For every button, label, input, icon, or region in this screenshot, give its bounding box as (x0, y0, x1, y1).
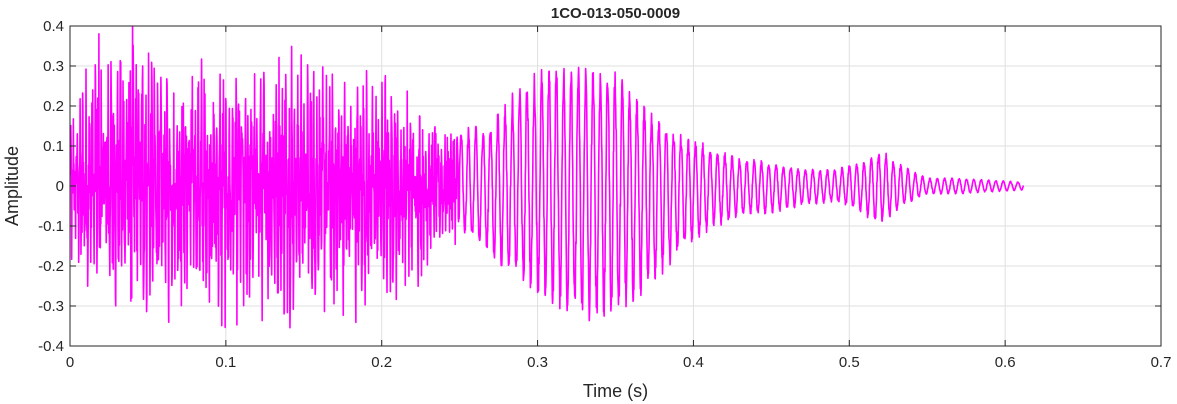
x-tick-label: 0.5 (839, 354, 860, 371)
y-tick-label: 0.4 (43, 18, 64, 35)
x-tick-labels: 0 0.1 0.2 0.3 0.4 0.5 0.6 0.7 (66, 354, 1172, 371)
x-tick-label: 0.1 (215, 354, 236, 371)
x-axis-label: Time (s) (583, 381, 648, 401)
waveform-line (70, 26, 1025, 329)
y-tick-label: 0 (56, 178, 64, 195)
chart-title: 1CO-013-050-0009 (551, 5, 680, 22)
x-tick-label: 0.4 (683, 354, 704, 371)
y-tick-label: 0.3 (43, 58, 64, 75)
y-tick-label: -0.2 (38, 258, 64, 275)
y-tick-labels: 0.4 0.3 0.2 0.1 0 -0.1 -0.2 -0.3 -0.4 (38, 18, 64, 355)
x-tick-label: 0.6 (995, 354, 1016, 371)
x-tick-label: 0.3 (527, 354, 548, 371)
x-tick-label: 0.7 (1151, 354, 1172, 371)
y-tick-label: -0.4 (38, 338, 64, 355)
data-layer (70, 26, 1025, 329)
y-axis-label: Amplitude (2, 146, 22, 226)
x-tick-label: 0 (66, 354, 74, 371)
ticks (69, 25, 1162, 347)
y-tick-label: 0.2 (43, 98, 64, 115)
x-tick-label: 0.2 (371, 354, 392, 371)
y-tick-label: -0.1 (38, 218, 64, 235)
y-tick-label: -0.3 (38, 298, 64, 315)
y-tick-label: 0.1 (43, 138, 64, 155)
